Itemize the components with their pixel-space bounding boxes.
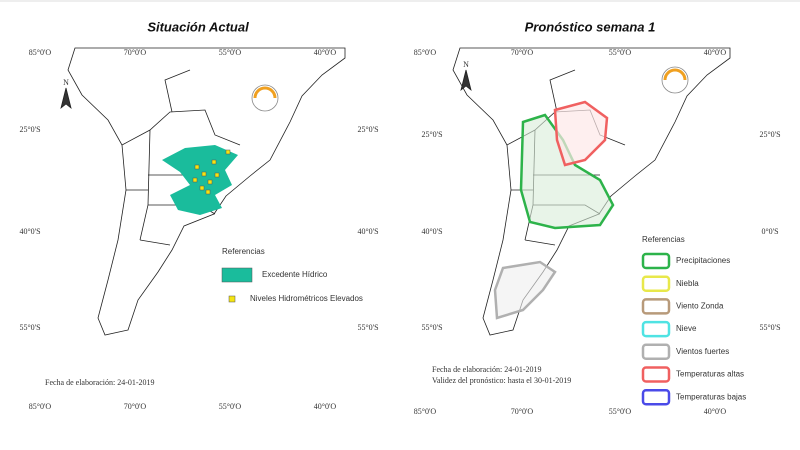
high-temp-area — [553, 100, 609, 167]
lat-label: 55°0'S — [357, 323, 378, 332]
note: Fecha de elaboración: 24-01-2019 — [432, 365, 542, 374]
lon-label: 55°0'O — [609, 407, 632, 416]
note: Fecha de elaboración: 24-01-2019 — [45, 378, 155, 387]
legend-swatch — [221, 267, 253, 283]
lon-label: 55°0'O — [219, 402, 242, 411]
levels — [192, 149, 231, 195]
lon-label: 40°0'O — [314, 402, 337, 411]
lon-label: 40°0'O — [704, 48, 727, 57]
map-title: Situación Actual — [147, 19, 249, 34]
lon-label: 70°0'O — [511, 407, 534, 416]
lat-label: 25°0'S — [19, 125, 40, 134]
legend-label: Vientos fuertes — [676, 347, 729, 356]
lat-label: 55°0'S — [19, 323, 40, 332]
map-left — [60, 47, 346, 336]
lon-label: 85°0'O — [29, 48, 52, 57]
legend-swatch — [641, 388, 671, 406]
north-label: N — [463, 60, 469, 69]
wind-area — [493, 260, 557, 320]
north-arrow — [60, 87, 72, 110]
legend-label: Niebla — [676, 279, 699, 288]
lon-label: 40°0'O — [314, 48, 337, 57]
legend-label: Viento Zonda — [676, 302, 724, 311]
map-title: Pronóstico semana 1 — [525, 19, 656, 34]
legend-swatch — [228, 295, 236, 303]
lat-label: 40°0'S — [357, 227, 378, 236]
lat-label: 25°0'S — [357, 125, 378, 134]
lon-label: 55°0'O — [609, 48, 632, 57]
lon-label: 85°0'O — [414, 407, 437, 416]
legend-swatch — [641, 366, 671, 383]
legend-label: Nieve — [676, 324, 697, 333]
legend-swatch — [641, 252, 671, 270]
note: Validez del pronóstico: hasta el 30-01-2… — [432, 376, 571, 385]
legend-label: Temperaturas bajas — [676, 392, 746, 401]
legend-label: Temperaturas altas — [676, 370, 744, 379]
legend-title: Referencias — [222, 247, 265, 256]
legend-label: Precipitaciones — [676, 256, 730, 265]
legend-label: Niveles Hidrométricos Elevados — [250, 294, 363, 303]
logo-arc — [663, 68, 687, 81]
lon-label: 85°0'O — [414, 48, 437, 57]
lon-label: 55°0'O — [219, 48, 242, 57]
legend-swatch — [641, 320, 671, 338]
lon-label: 70°0'O — [124, 48, 147, 57]
north-arrow — [460, 69, 472, 92]
lat-label: 40°0'S — [19, 227, 40, 236]
water-excess — [162, 145, 238, 215]
legend-title: Referencias — [642, 235, 685, 244]
lat-label: 55°0'S — [421, 323, 442, 332]
lat-label: 25°0'S — [759, 130, 780, 139]
legend-swatch — [641, 275, 671, 292]
lon-label: 40°0'O — [704, 407, 727, 416]
lon-label: 70°0'O — [511, 48, 534, 57]
lat-label: 0°0'S — [761, 227, 778, 236]
lon-label: 70°0'O — [124, 402, 147, 411]
lat-label: 40°0'S — [421, 227, 442, 236]
legend-swatch — [641, 298, 671, 315]
north-label: N — [63, 78, 69, 87]
lat-label: 55°0'S — [759, 323, 780, 332]
legend-label: Excedente Hídrico — [262, 270, 328, 279]
map-right — [452, 47, 731, 336]
lon-label: 85°0'O — [29, 402, 52, 411]
logo-arc — [253, 86, 277, 99]
lat-label: 25°0'S — [421, 130, 442, 139]
legend-swatch — [641, 343, 671, 361]
